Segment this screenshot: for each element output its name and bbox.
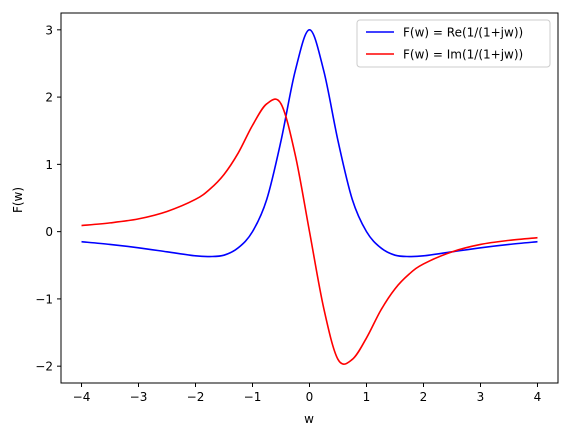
- y-tick-label: −2: [35, 360, 53, 374]
- legend: F(w) = Re(1/(1+jw)) F(w) = Im(1/(1+jw)): [356, 19, 551, 68]
- y-axis: −2 −1 0 1 2 3: [35, 23, 61, 374]
- x-tick-label: −3: [130, 390, 148, 404]
- x-tick-label: 1: [363, 390, 371, 404]
- legend-box: [356, 19, 551, 68]
- x-tick-label: 2: [420, 390, 428, 404]
- legend-label-re: F(w) = Re(1/(1+jw)): [403, 26, 523, 40]
- x-tick-label: 3: [477, 390, 485, 404]
- x-tick-label: 0: [306, 390, 314, 404]
- y-tick-label: 2: [45, 91, 53, 105]
- plot-area: [61, 13, 558, 383]
- legend-label-im: F(w) = Im(1/(1+jw)): [403, 48, 523, 62]
- y-tick-label: 3: [45, 23, 53, 37]
- x-tick-label: 4: [534, 390, 542, 404]
- x-tick-label: −2: [187, 390, 205, 404]
- x-tick-label: −1: [244, 390, 262, 404]
- series-line-1: [81, 98, 538, 365]
- x-tick-label: −4: [73, 390, 91, 404]
- series-line-0: [81, 29, 538, 258]
- y-tick-label: 1: [45, 158, 53, 172]
- y-tick-label: 0: [45, 225, 53, 239]
- x-axis-label: w: [304, 412, 314, 426]
- series-layer: [81, 29, 538, 365]
- y-axis-label: F(w): [11, 187, 25, 213]
- x-axis: −4 −3 −2 −1 0 1 2 3 4: [73, 383, 542, 404]
- y-tick-label: −1: [35, 292, 53, 306]
